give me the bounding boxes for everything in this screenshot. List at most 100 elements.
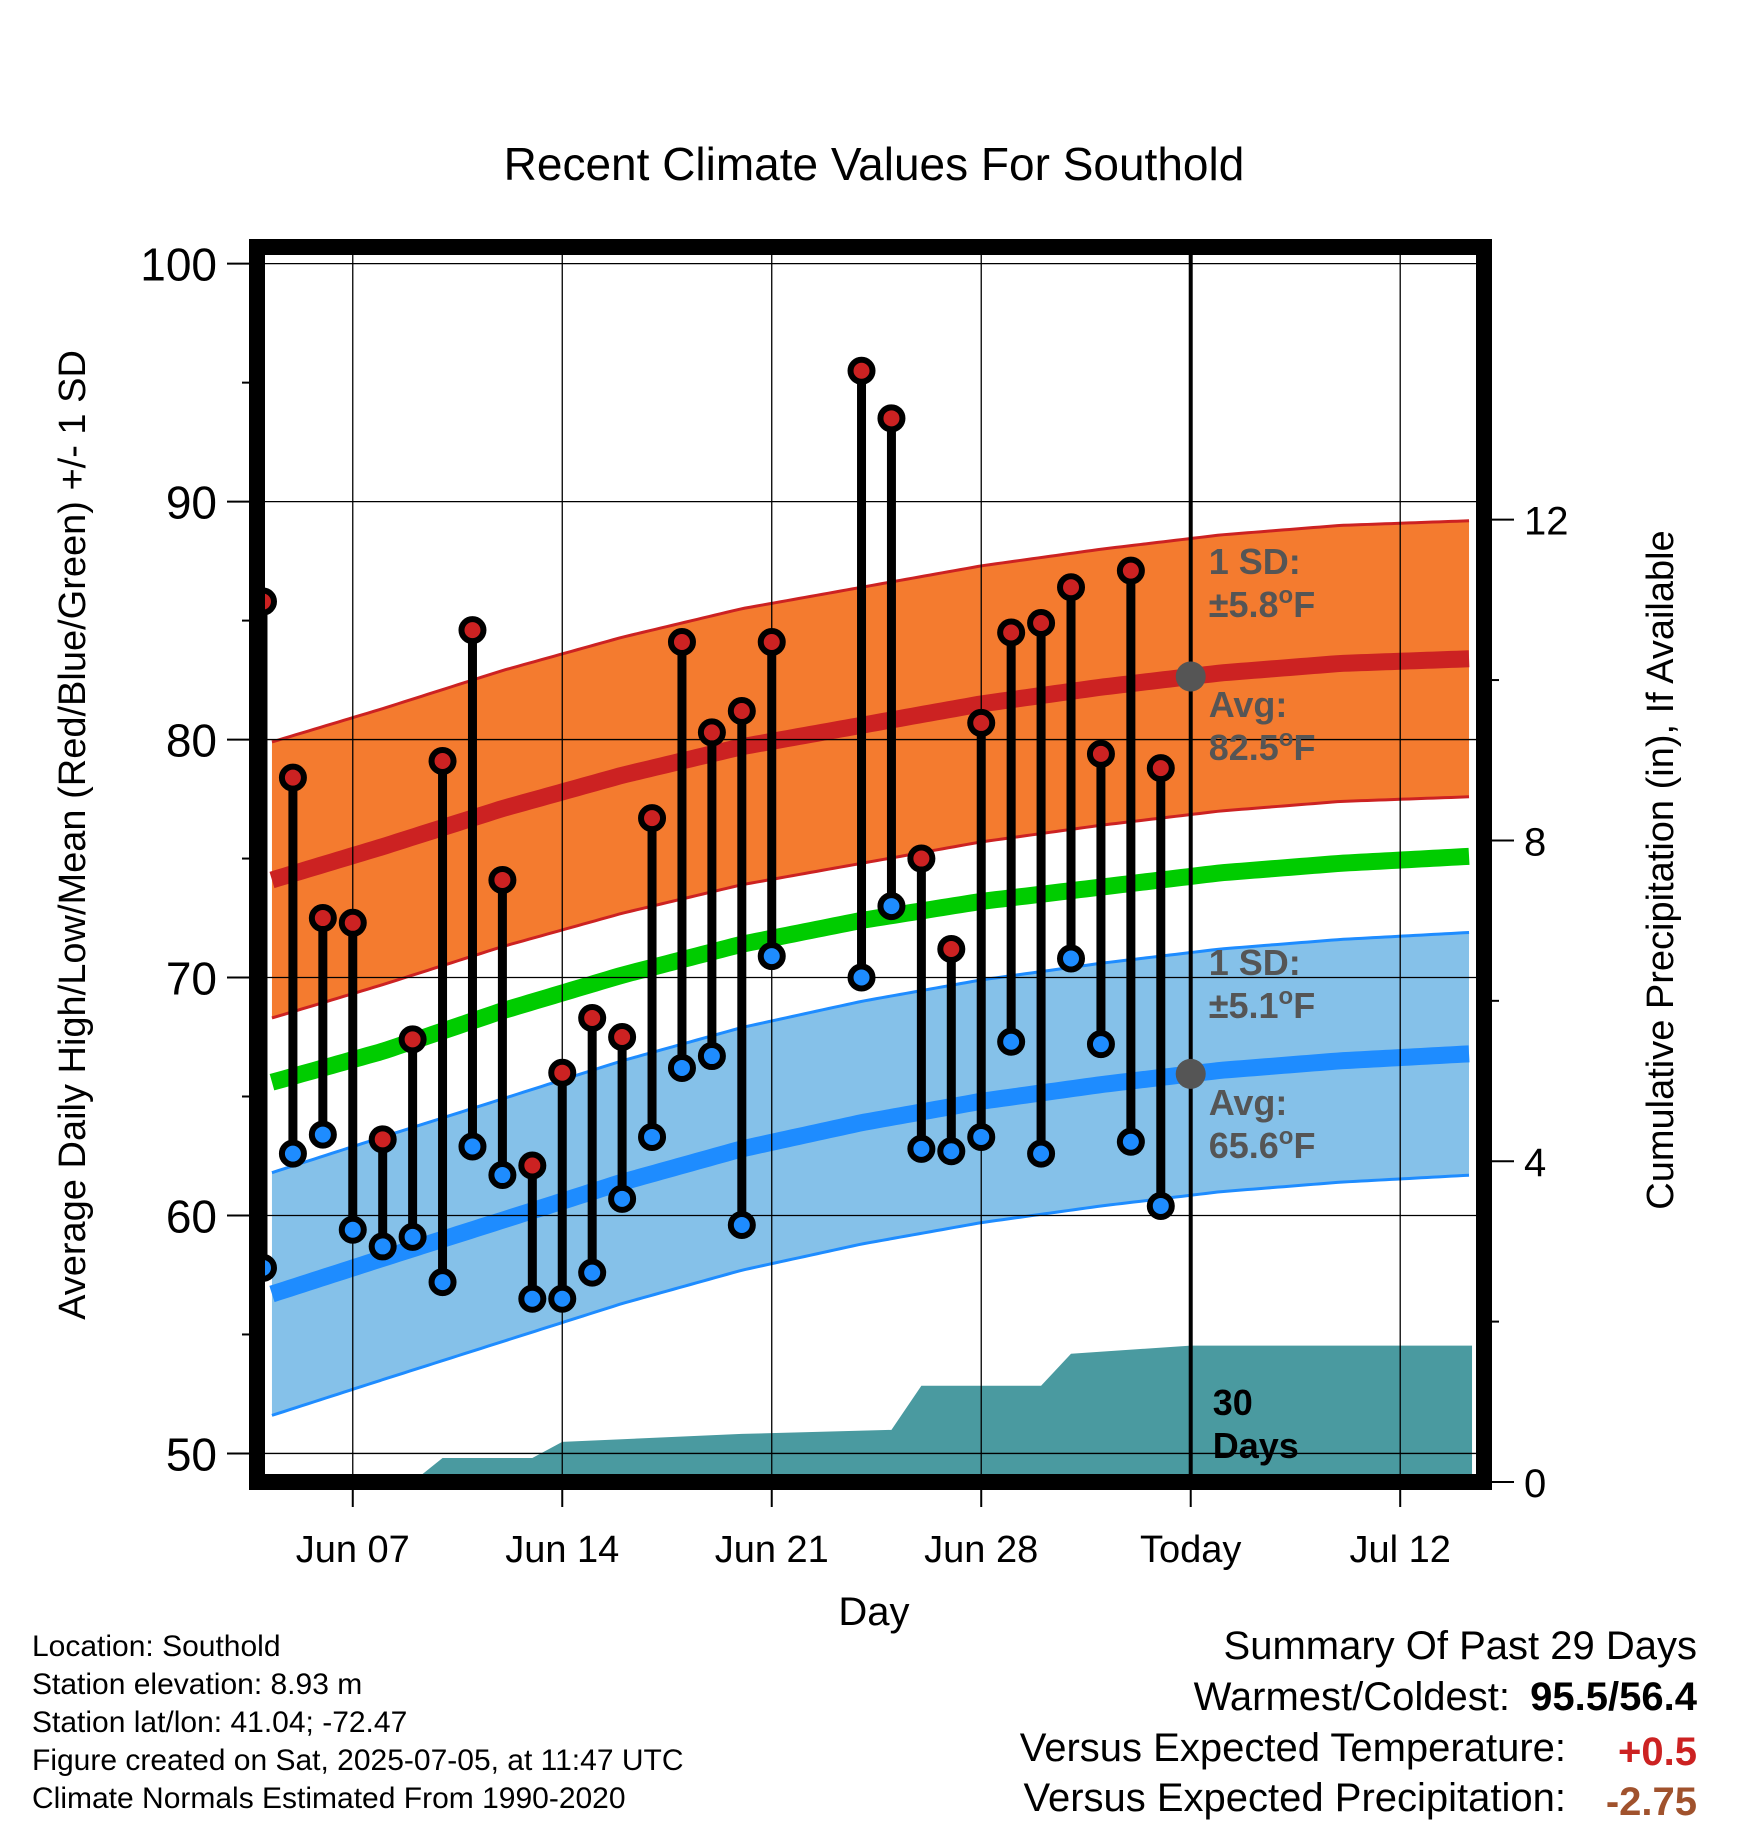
location-text: Location: Southold (32, 1630, 281, 1663)
low-point (1027, 1139, 1056, 1168)
low-point (997, 1027, 1026, 1056)
high-point (308, 904, 337, 933)
high-point (757, 628, 786, 657)
high-point (578, 1003, 607, 1032)
created-text: Figure created on Sat, 2025-07-05, at 11… (32, 1744, 684, 1777)
latlon-text: Station lat/lon: 41.04; -72.47 (32, 1706, 408, 1739)
low-point (428, 1268, 457, 1297)
y-left-tick-label: 90 (166, 477, 217, 529)
high-point (1057, 573, 1086, 602)
low-point (488, 1161, 517, 1190)
precip-value: -2.75 (1605, 1780, 1697, 1824)
high-point (638, 804, 667, 833)
x-tick-label: Jun 21 (715, 1529, 829, 1571)
low-point (907, 1134, 936, 1163)
high-avg-annotation-line2: 82.5oF (1209, 725, 1316, 768)
y-left-tick-label: 100 (140, 239, 217, 291)
low-sd-annotation-line2: ±5.1oF (1209, 983, 1315, 1026)
x-tick-label: Jul 12 (1350, 1529, 1451, 1571)
high-sd-annotation-line1: 1 SD: (1209, 541, 1301, 582)
normals-text: Climate Normals Estimated From 1990-2020 (32, 1782, 626, 1815)
high-point (458, 616, 487, 645)
low-point (667, 1053, 696, 1082)
high-point (997, 618, 1026, 647)
low-point (937, 1137, 966, 1166)
low-point (1116, 1127, 1145, 1156)
high-point (338, 908, 367, 937)
high-point (907, 844, 936, 873)
low-point (757, 942, 786, 971)
low-point (458, 1132, 487, 1161)
temp-label: Versus Expected Temperature: (1019, 1726, 1566, 1770)
x-tick-label: Jun 28 (924, 1529, 1038, 1571)
high-point (877, 404, 906, 433)
low-point (608, 1184, 637, 1213)
high-avg-annotation-line1: Avg: (1209, 684, 1288, 725)
high-point (697, 718, 726, 747)
low-point (1086, 1030, 1115, 1059)
y-left-tick-label: 60 (166, 1190, 217, 1242)
warm-cold-label: Warmest/Coldest: (1193, 1675, 1510, 1719)
high-point (1146, 754, 1175, 783)
low-point (727, 1211, 756, 1240)
low-avg-annotation-line2: 65.6oF (1209, 1123, 1316, 1166)
low-point (398, 1222, 427, 1251)
x-tick-label: Today (1140, 1529, 1241, 1571)
high-normal-band (271, 520, 1470, 1018)
y-right-tick-label: 8 (1524, 820, 1546, 864)
high-point (847, 356, 876, 385)
high-point (518, 1151, 547, 1180)
low-point (338, 1215, 367, 1244)
warm-cold-value: 95.5/56.4 (1530, 1675, 1697, 1719)
low-avg-marker (1175, 1058, 1206, 1089)
low-avg-annotation-line1: Avg: (1209, 1082, 1288, 1123)
low-point (308, 1120, 337, 1149)
plot-frame (249, 239, 1492, 1490)
precip-area (271, 1345, 1473, 1482)
low-point (518, 1284, 547, 1313)
high-point (937, 934, 966, 963)
low-point (1057, 944, 1086, 973)
low-point (548, 1284, 577, 1313)
high-point (1116, 556, 1145, 585)
low-normal-band-lower (271, 1173, 1470, 1417)
x-axis-label: Day (838, 1590, 909, 1634)
y-right-tick-label: 4 (1524, 1141, 1546, 1185)
y-right-tick-label: 12 (1524, 500, 1569, 544)
low-sd-annotation-line1: 1 SD: (1209, 942, 1301, 983)
low-point (278, 1139, 307, 1168)
low-mean-line (269, 1045, 1470, 1303)
high-point (398, 1025, 427, 1054)
low-point (967, 1122, 996, 1151)
high-sd-annotation-line2: ±5.8oF (1209, 582, 1315, 625)
elevation-text: Station elevation: 8.93 m (32, 1668, 363, 1701)
low-point (638, 1122, 667, 1151)
high-point (608, 1023, 637, 1052)
y-left-tick-label: 50 (166, 1428, 217, 1480)
high-point (488, 865, 517, 894)
low-point (368, 1232, 397, 1261)
y-left-tick-label: 70 (166, 953, 217, 1005)
high-point (727, 697, 756, 726)
days30-line2: Days (1213, 1425, 1299, 1466)
high-avg-marker (1175, 661, 1206, 692)
low-point (578, 1258, 607, 1287)
x-tick-label: Jun 14 (505, 1529, 619, 1571)
y-axis-right-label: Cumulative Precipitation (in), If Availa… (1640, 530, 1682, 1209)
days30-line1: 30 (1213, 1382, 1253, 1423)
precip-label: Versus Expected Precipitation: (1023, 1776, 1566, 1820)
high-point (1027, 608, 1056, 637)
high-point (428, 746, 457, 775)
high-point (1086, 739, 1115, 768)
high-point (667, 628, 696, 657)
temp-value: +0.5 (1618, 1730, 1697, 1774)
low-point (1146, 1191, 1175, 1220)
y-axis-left-label: Average Daily High/Low/Mean (Red/Blue/Gr… (52, 350, 94, 1320)
low-point (877, 892, 906, 921)
y-left-tick-label: 80 (166, 715, 217, 767)
x-tick-label: Jun 07 (296, 1529, 410, 1571)
high-point (368, 1125, 397, 1154)
summary-title: Summary Of Past 29 Days (1223, 1624, 1697, 1668)
